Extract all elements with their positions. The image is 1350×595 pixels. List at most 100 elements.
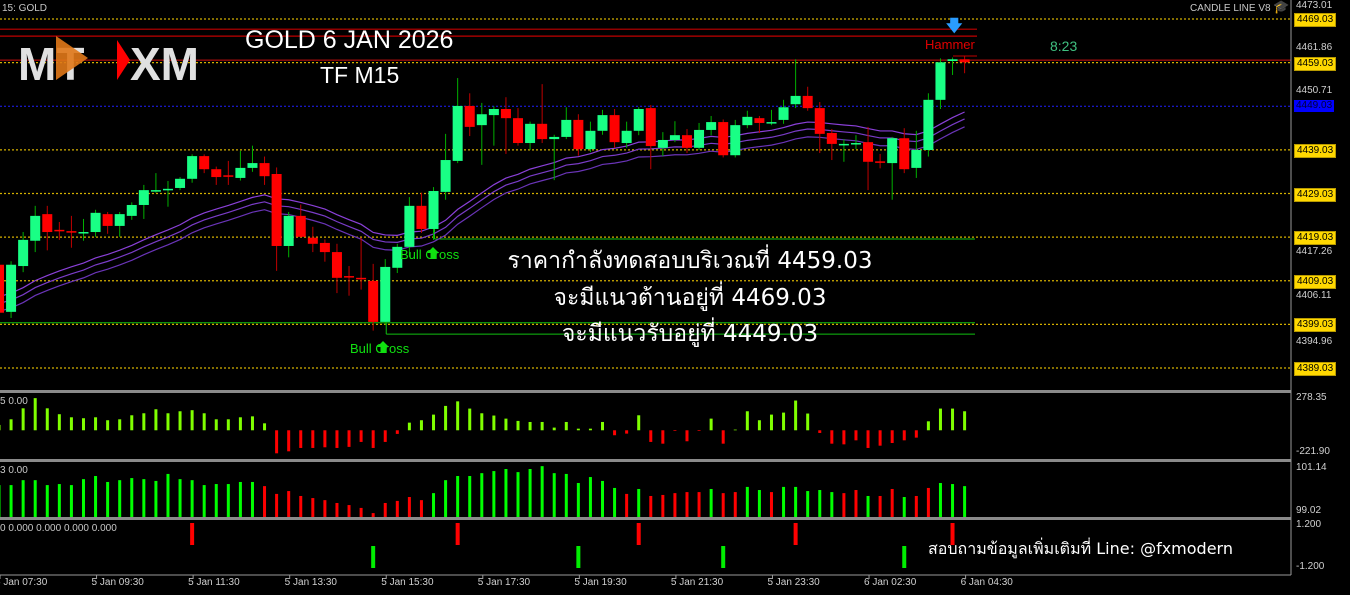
oscillator-bar xyxy=(745,411,749,431)
volume-bar xyxy=(661,494,665,517)
oscillator-bar xyxy=(419,420,423,431)
sell-signal-bar xyxy=(950,523,955,545)
bear-candle xyxy=(259,163,270,177)
volume-bar xyxy=(383,502,387,517)
oscillator-bar xyxy=(275,430,279,454)
oscillator-bar xyxy=(9,419,13,431)
volume-bar xyxy=(540,466,544,517)
oscillator-bar xyxy=(81,418,85,431)
volume-bar xyxy=(854,490,858,517)
oscillator-bar xyxy=(250,416,254,431)
bear-candle xyxy=(66,231,77,233)
bear-candle xyxy=(718,122,729,156)
bull-candle xyxy=(597,115,608,131)
volume-bar xyxy=(106,481,110,517)
oscillator-bar xyxy=(178,411,182,431)
price-axis-label: 4429.03 xyxy=(1294,187,1337,202)
arrow-up-icon xyxy=(377,341,389,353)
bear-candle xyxy=(513,118,524,144)
oscillator-bar xyxy=(926,421,930,431)
oscillator-bar xyxy=(564,421,568,431)
volume-bar xyxy=(890,488,894,517)
bull-candle xyxy=(694,129,705,148)
oscillator-bar xyxy=(106,420,110,431)
oscillator-bar xyxy=(335,430,339,448)
time-axis-label: 5 Jan 09:30 xyxy=(91,577,144,588)
volume-bar xyxy=(745,486,749,517)
analysis-line-2: จะมีแนวต้านอยู่ที่ 4469.03 xyxy=(553,285,827,311)
bull-candle xyxy=(90,212,101,233)
sig-max-label: 1.200 xyxy=(1296,519,1322,530)
oscillator-bar xyxy=(709,418,713,431)
volume-bar xyxy=(649,495,653,517)
bull-candle xyxy=(126,204,137,216)
volume-bar xyxy=(504,469,508,517)
price-axis-label: 4409.03 xyxy=(1294,274,1337,289)
volume-bar xyxy=(769,492,773,517)
bear-candle xyxy=(295,215,306,237)
time-axis-label: 5 Jan 21:30 xyxy=(670,577,724,588)
price-axis-label: 4417.26 xyxy=(1296,246,1333,258)
bull-candle xyxy=(114,214,125,226)
candle-timer: 8:23 xyxy=(1050,38,1078,54)
bull-candle xyxy=(669,135,680,140)
volume-bar xyxy=(118,480,122,517)
bull-candle xyxy=(585,130,596,150)
bear-candle xyxy=(102,214,113,226)
bull-candle xyxy=(283,215,294,246)
bear-candle xyxy=(331,252,342,278)
volume-bar xyxy=(806,491,810,517)
volume-bar xyxy=(69,485,73,517)
volume-bar xyxy=(588,477,592,517)
oscillator-bar xyxy=(661,430,665,444)
bull-candle xyxy=(440,160,451,192)
moving-average-band xyxy=(0,126,965,312)
sell-signal-bar xyxy=(190,523,195,545)
volume-bar xyxy=(33,480,37,517)
bear-candle xyxy=(814,108,825,134)
price-axis-label: 4473.01 xyxy=(1296,0,1333,11)
volume-bar xyxy=(359,507,363,517)
volume-bar xyxy=(57,484,61,517)
signals-label: 0 0.000 0.000 0.000 0.000 xyxy=(0,523,117,534)
volume-bar xyxy=(733,492,737,517)
indicator-name: CANDLE LINE V8 xyxy=(1190,3,1271,14)
arrow-up-icon xyxy=(427,247,439,259)
time-axis-label: 5 Jan 11:30 xyxy=(188,577,240,588)
oscillator-bar xyxy=(685,430,689,442)
panel-separator xyxy=(0,390,1291,393)
bull-candle xyxy=(790,95,801,105)
time-axis-label: 5 Jan 07:30 xyxy=(0,577,48,588)
volume-bar xyxy=(951,484,955,517)
volume-bar xyxy=(697,492,701,517)
volume-bar xyxy=(625,493,629,517)
bear-candle xyxy=(959,59,970,63)
chart-title: GOLD 6 JAN 2026 xyxy=(245,26,454,54)
oscillator-bar xyxy=(673,430,677,431)
volume-bar xyxy=(190,480,194,517)
oscillator-bar xyxy=(226,419,230,431)
bull-candle xyxy=(175,178,186,188)
volume-bar xyxy=(468,476,472,517)
bull-candle xyxy=(187,156,198,179)
bull-candle xyxy=(138,190,149,205)
oscillator-bar xyxy=(613,430,617,436)
oscillator-bar xyxy=(456,401,460,431)
volume-bar xyxy=(938,483,942,517)
oscillator-bar xyxy=(347,430,351,447)
price-axis-label: 4399.03 xyxy=(1294,318,1337,333)
volume-bar xyxy=(407,497,411,517)
bull-candle xyxy=(476,114,487,126)
buy-signal-bar xyxy=(902,546,907,568)
graduation-cap-icon: 🎓 xyxy=(1273,0,1290,15)
bear-candle xyxy=(368,280,379,322)
oscillator-bar xyxy=(782,412,786,431)
volume-bar xyxy=(673,493,677,517)
bull-candle xyxy=(525,123,536,144)
volume-bar xyxy=(21,480,25,517)
vol-min-label: 99.02 xyxy=(1296,505,1322,516)
bear-candle xyxy=(537,123,548,140)
volume-bar xyxy=(202,485,206,517)
volume-bar xyxy=(757,490,761,517)
